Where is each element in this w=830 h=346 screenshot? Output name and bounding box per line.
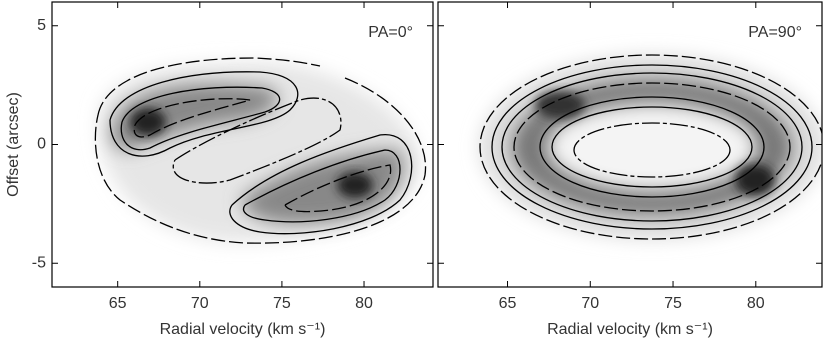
y-tick-label: 5 <box>37 17 46 34</box>
x-tick-label: 65 <box>499 295 517 312</box>
x-tick-label: 80 <box>747 295 765 312</box>
panel-annotation: PA=0° <box>368 24 413 41</box>
x-axis-label: Radial velocity (km s⁻¹) <box>547 321 713 338</box>
x-tick-label: 70 <box>191 295 209 312</box>
y-axis-label: Offset (arcsec) <box>5 92 22 197</box>
y-tick-label: -5 <box>32 254 46 271</box>
y-tick-label: 0 <box>37 136 46 153</box>
x-tick-label: 80 <box>355 295 373 312</box>
x-tick-label: 75 <box>273 295 291 312</box>
panel-annotation: PA=90° <box>748 24 802 41</box>
x-tick-label: 65 <box>109 295 127 312</box>
x-axis-label: Radial velocity (km s⁻¹) <box>160 321 326 338</box>
x-tick-label: 70 <box>581 295 599 312</box>
x-tick-label: 75 <box>664 295 682 312</box>
intensity-map <box>479 54 822 240</box>
intensity-map <box>94 57 427 244</box>
